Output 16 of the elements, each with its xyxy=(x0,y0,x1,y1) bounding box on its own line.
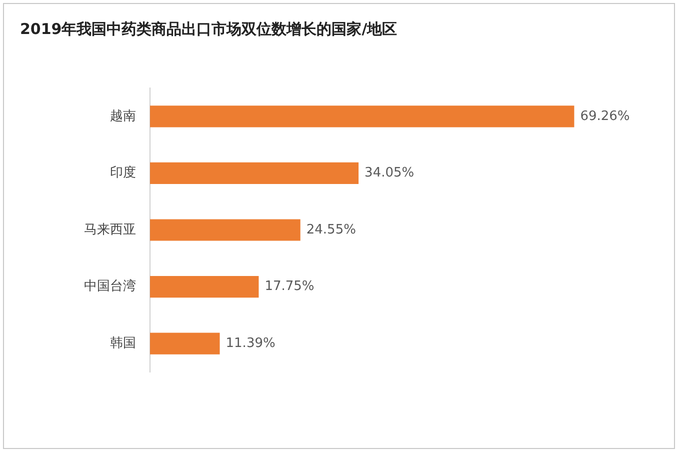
bar xyxy=(150,219,300,241)
data-label: 17.75% xyxy=(264,279,314,294)
bar xyxy=(150,332,220,354)
bar xyxy=(150,276,259,298)
y-tick-label: 印度 xyxy=(110,164,136,181)
bar xyxy=(150,162,359,184)
data-label: 11.39% xyxy=(226,336,276,351)
y-tick-label: 马来西亚 xyxy=(84,222,136,238)
data-label: 34.05% xyxy=(364,166,414,181)
y-tick-label: 韩国 xyxy=(110,336,136,351)
y-tick-label: 中国台湾 xyxy=(84,278,136,294)
data-label: 24.55% xyxy=(306,222,356,238)
y-tick-label: 越南 xyxy=(110,108,136,124)
bar xyxy=(150,106,574,128)
data-label: 69.26% xyxy=(580,108,630,124)
chart-title: 2019年我国中药类商品出口市场双位数增长的国家/地区 xyxy=(20,20,398,39)
